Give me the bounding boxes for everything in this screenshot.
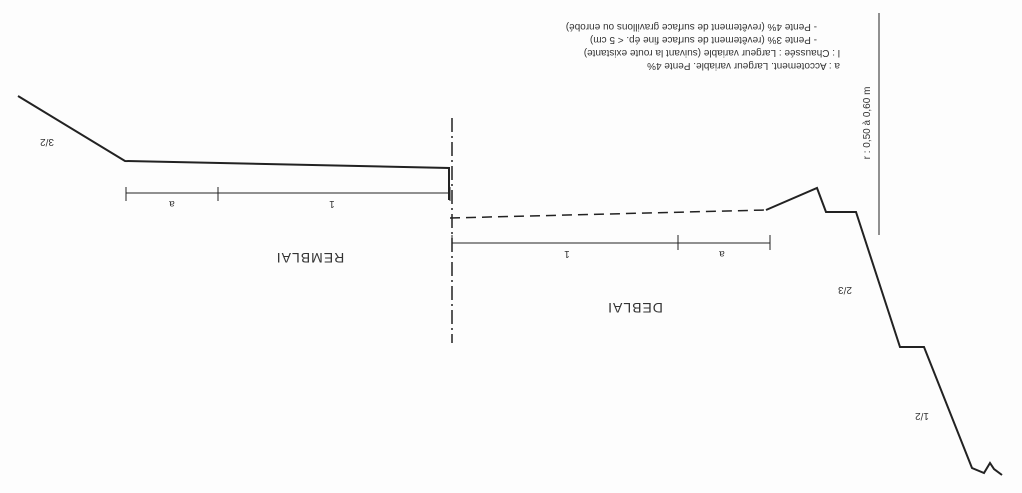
deblai-shoulder-dim-label: a bbox=[719, 248, 725, 259]
remblai-lane-dim-label: 1 bbox=[329, 198, 335, 209]
deblai-dimension bbox=[451, 235, 771, 250]
rotated-drawing-group: 3/2 2/3 1/2 1 a 1 a REMBLAI DEBLAI r : 0… bbox=[17, 13, 1003, 476]
remblai-slope-label: 3/2 bbox=[40, 136, 54, 147]
deblai-profile-line bbox=[765, 186, 1003, 476]
remblai-section-label: REMBLAI bbox=[276, 250, 344, 266]
note-accotement: a : Accotement. Largeur variable. Pente … bbox=[647, 60, 840, 71]
deblai-upper-slope-label: 2/3 bbox=[838, 284, 852, 295]
ditch-depth-label: r : 0,50 à 0,60 m bbox=[862, 87, 873, 160]
deblai-lane-dim-label: 1 bbox=[564, 248, 570, 259]
remblai-profile-line bbox=[17, 95, 450, 200]
remblai-shoulder-dim-label: a bbox=[169, 198, 175, 209]
deblai-pavement-dashed bbox=[449, 209, 767, 219]
deblai-lower-slope-label: 1/2 bbox=[915, 410, 929, 421]
deblai-section-label: DEBLAI bbox=[607, 300, 663, 316]
note-chaussee: l : Chaussée : Largeur variable (suivant… bbox=[584, 47, 840, 58]
remblai-dimension bbox=[125, 187, 451, 201]
notes-block: a : Accotement. Largeur variable. Pente … bbox=[566, 21, 840, 71]
note-pente-3: - Pente 3% (revêtement de surface fine é… bbox=[590, 34, 817, 45]
note-pente-4: - Pente 4% (revêtement de surface gravil… bbox=[566, 21, 817, 32]
